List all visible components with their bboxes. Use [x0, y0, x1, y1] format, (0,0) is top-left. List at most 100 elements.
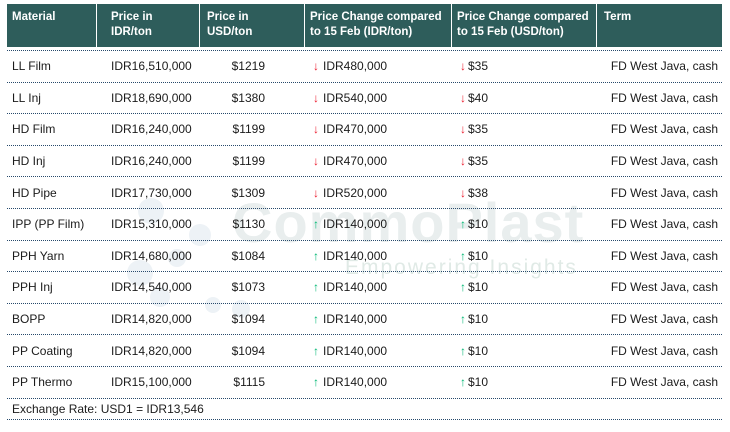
- down-arrow-icon: ↓: [313, 59, 319, 74]
- price-usd-cell: $1199: [232, 122, 265, 137]
- down-arrow-icon: ↓: [460, 59, 466, 74]
- change-usd-cell: ↓ $35: [452, 154, 597, 168]
- table-row: HD Pipe IDR17,730,000 $1309 ↓ IDR520,000 …: [7, 177, 722, 209]
- material-cell: PP Coating: [12, 343, 73, 358]
- column-header-change-usd: Price Change compared to 15 Feb (USD/ton): [452, 4, 597, 47]
- change-usd-cell: ↑ $10: [452, 249, 597, 263]
- up-arrow-icon: ↑: [460, 312, 466, 327]
- table-row: IPP (PP Film) IDR15,310,000 $1130 ↑ IDR14…: [7, 209, 722, 241]
- column-header-material: Material: [7, 4, 97, 47]
- change-usd-amount: $35: [468, 154, 489, 169]
- material-cell: HD Inj: [12, 154, 46, 169]
- material-cell: LL Inj: [12, 90, 41, 105]
- change-usd-amount: $10: [468, 248, 489, 263]
- price-usd-cell: $1380: [231, 90, 265, 105]
- change-idr-cell: ↑ IDR140,000: [305, 280, 452, 294]
- price-idr-cell: IDR16,510,000: [111, 59, 192, 74]
- change-idr-cell: ↑ IDR140,000: [305, 344, 452, 358]
- term-cell: FD West Java, cash: [610, 90, 718, 105]
- change-idr-cell: ↑ IDR140,000: [305, 375, 452, 389]
- down-arrow-icon: ↓: [460, 185, 466, 200]
- price-usd-cell: $1073: [231, 280, 265, 295]
- change-usd-cell: ↓ $35: [452, 59, 597, 73]
- price-idr-cell: IDR14,680,000: [111, 248, 192, 263]
- change-idr-cell: ↓ IDR470,000: [305, 122, 452, 136]
- change-idr-amount: IDR140,000: [323, 312, 388, 327]
- material-cell: PP Thermo: [12, 375, 73, 390]
- change-idr-amount: IDR470,000: [323, 122, 388, 137]
- price-usd-cell: $1309: [231, 185, 265, 200]
- term-cell: FD West Java, cash: [610, 343, 718, 358]
- term-cell: FD West Java, cash: [610, 312, 718, 327]
- material-cell: HD Film: [12, 122, 56, 137]
- column-header-term: Term: [604, 11, 632, 23]
- change-idr-cell: ↑ IDR140,000: [305, 249, 452, 263]
- term-cell: FD West Java, cash: [610, 248, 718, 263]
- up-arrow-icon: ↑: [460, 343, 466, 358]
- change-idr-cell: ↓ IDR470,000: [305, 154, 452, 168]
- up-arrow-icon: ↑: [313, 248, 319, 263]
- up-arrow-icon: ↑: [313, 217, 319, 232]
- change-usd-cell: ↓ $38: [452, 186, 597, 200]
- table-body: LL Film IDR16,510,000 $1219 ↓ IDR480,000 …: [7, 50, 722, 399]
- change-idr-amount: IDR140,000: [323, 217, 388, 232]
- change-usd-amount: $10: [468, 217, 489, 232]
- change-usd-amount: $38: [468, 185, 489, 200]
- material-cell: PPH Yarn: [12, 248, 65, 263]
- table-row: BOPP IDR14,820,000 $1094 ↑ IDR140,000 ↑ $1…: [7, 304, 722, 336]
- change-idr-cell: ↑ IDR140,000: [305, 217, 452, 231]
- material-cell: BOPP: [12, 312, 46, 327]
- change-usd-amount: $10: [468, 280, 489, 295]
- price-idr-cell: IDR15,100,000: [111, 375, 192, 390]
- column-header-price-idr: Price in IDR/ton: [97, 4, 200, 47]
- change-idr-amount: IDR140,000: [323, 280, 388, 295]
- price-usd-cell: $1130: [232, 217, 265, 232]
- price-idr-cell: IDR14,540,000: [111, 280, 192, 295]
- up-arrow-icon: ↑: [313, 343, 319, 358]
- up-arrow-icon: ↑: [313, 375, 319, 390]
- material-cell: PPH Inj: [12, 280, 53, 295]
- change-usd-amount: $35: [468, 122, 489, 137]
- down-arrow-icon: ↓: [313, 185, 319, 200]
- table-row: HD Film IDR16,240,000 $1199 ↓ IDR470,000 …: [7, 114, 722, 146]
- up-arrow-icon: ↑: [460, 248, 466, 263]
- price-idr-cell: IDR14,820,000: [111, 343, 192, 358]
- down-arrow-icon: ↓: [313, 154, 319, 169]
- table-row: PPH Inj IDR14,540,000 $1073 ↑ IDR140,000 …: [7, 272, 722, 304]
- price-usd-cell: $1115: [233, 375, 265, 390]
- table-row: LL Film IDR16,510,000 $1219 ↓ IDR480,000 …: [7, 51, 722, 83]
- price-idr-cell: IDR16,240,000: [111, 122, 192, 137]
- price-idr-cell: IDR17,730,000: [111, 185, 192, 200]
- change-idr-amount: IDR140,000: [323, 343, 388, 358]
- term-cell: FD West Java, cash: [610, 280, 718, 295]
- table-row: PP Thermo IDR15,100,000 $1115 ↑ IDR140,00…: [7, 367, 722, 399]
- change-idr-amount: IDR480,000: [323, 59, 388, 74]
- up-arrow-icon: ↑: [460, 375, 466, 390]
- change-idr-cell: ↓ IDR480,000: [305, 59, 452, 73]
- change-idr-cell: ↓ IDR540,000: [305, 91, 452, 105]
- change-idr-cell: ↓ IDR520,000: [305, 186, 452, 200]
- term-cell: FD West Java, cash: [610, 217, 718, 232]
- term-cell: FD West Java, cash: [610, 185, 718, 200]
- term-cell: FD West Java, cash: [610, 122, 718, 137]
- change-usd-amount: $10: [468, 375, 489, 390]
- change-usd-cell: ↑ $10: [452, 312, 597, 326]
- change-idr-amount: IDR470,000: [323, 154, 388, 169]
- price-idr-cell: IDR18,690,000: [111, 90, 192, 105]
- term-cell: FD West Java, cash: [610, 59, 718, 74]
- change-idr-cell: ↑ IDR140,000: [305, 312, 452, 326]
- up-arrow-icon: ↑: [313, 312, 319, 327]
- price-usd-cell: $1199: [232, 154, 265, 169]
- price-idr-cell: IDR15,310,000: [111, 217, 192, 232]
- material-cell: IPP (PP Film): [12, 217, 85, 232]
- material-cell: HD Pipe: [12, 185, 57, 200]
- price-usd-cell: $1094: [231, 343, 265, 358]
- change-usd-amount: $10: [468, 312, 489, 327]
- term-cell: FD West Java, cash: [610, 154, 718, 169]
- change-idr-amount: IDR540,000: [323, 90, 388, 105]
- change-usd-cell: ↑ $10: [452, 280, 597, 294]
- down-arrow-icon: ↓: [313, 90, 319, 105]
- up-arrow-icon: ↑: [460, 280, 466, 295]
- price-usd-cell: $1094: [231, 312, 265, 327]
- exchange-rate-note: Exchange Rate: USD1 = IDR13,546: [7, 399, 722, 420]
